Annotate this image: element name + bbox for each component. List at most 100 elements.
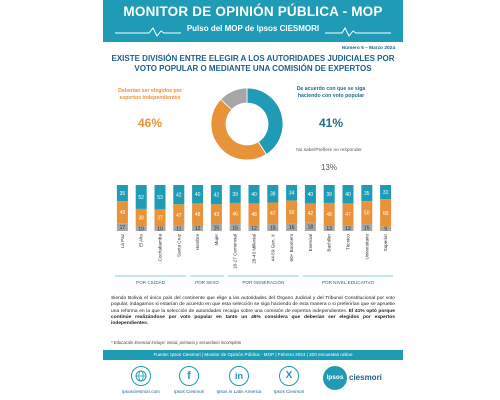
bar-segment-no-answer — [192, 225, 204, 231]
bar-value-label: 48 — [120, 210, 126, 216]
bar-value-label: 40 — [345, 192, 351, 198]
bar-value-label: 11 — [176, 226, 181, 232]
bar-value-label: 48 — [251, 212, 257, 218]
bar-value-label: 15 — [364, 225, 370, 231]
bar-value-label: 46 — [232, 211, 238, 217]
bar-value-label: 53 — [157, 195, 163, 201]
category-label: 18-27 Centennial — [233, 234, 238, 269]
footer: ipsosciesmori.com f Ipsos Ciesmori in Ip… — [103, 362, 403, 400]
bar-segment-popular-vote — [116, 185, 128, 202]
bar-value-label: 35 — [364, 191, 370, 197]
ciesmori-wordmark: ciesmori — [349, 373, 382, 382]
facebook-link[interactable]: Ipsos Ciesmori — [173, 389, 205, 394]
bar-value-label: 17 — [120, 225, 126, 231]
bar-value-label: 34 — [289, 191, 295, 197]
bar-segment-popular-vote — [229, 185, 241, 203]
linkedin-link[interactable]: Ipsos in Latin America — [216, 389, 262, 394]
bar-segment-experts — [361, 201, 373, 225]
donut-slice-experts — [210, 98, 267, 161]
bar-value-label: 35 — [120, 191, 126, 197]
bar-value-label: 42 — [176, 192, 182, 198]
bar-segment-popular-vote — [192, 185, 204, 204]
category-label: 60+ Boomers — [289, 233, 294, 261]
linkedin-icon[interactable]: in — [229, 366, 249, 386]
chart-headline: EXISTE DIVISIÓN ENTRE ELEGIR A LOS AUTOR… — [111, 54, 395, 73]
bar-segment-popular-vote — [135, 185, 147, 209]
bar-segment-popular-vote — [210, 185, 222, 205]
bar-segment-no-answer — [229, 224, 241, 231]
bar-segment-popular-vote — [323, 185, 335, 203]
header-banner: MONITOR DE OPINIÓN PÚBLICA - MOP Pulso d… — [103, 0, 403, 42]
bar-segment-popular-vote — [286, 185, 298, 201]
bar-segment-no-answer — [116, 223, 128, 231]
bar-segment-no-answer — [380, 226, 392, 231]
bar-value-label: 37 — [157, 216, 163, 222]
website-link[interactable]: ipsosciesmori.com — [122, 389, 160, 394]
globe-icon[interactable] — [131, 366, 151, 386]
bar-segment-no-answer — [286, 223, 298, 231]
bar-value-label: 15 — [232, 225, 238, 231]
bar-value-label: 39 — [232, 192, 238, 198]
bar-value-label: 48 — [195, 212, 201, 218]
bar-segment-experts — [135, 208, 147, 227]
bar-segment-popular-vote — [248, 185, 260, 204]
bar-value-label: 15 — [270, 225, 276, 231]
category-label: Técnico — [346, 234, 351, 251]
experts-percent: 46% — [137, 116, 163, 130]
category-label: Mujer — [214, 234, 219, 246]
bar-segment-no-answer — [173, 225, 185, 231]
bar-value-label: 15 — [214, 225, 220, 231]
group-label: POR CIUDAD — [136, 280, 166, 285]
category-label: Superior — [383, 234, 388, 252]
bar-value-label: 38 — [270, 192, 276, 198]
description-part-1: Siendo Bolivia el único país del contine… — [111, 296, 395, 314]
bar-segment-experts — [154, 209, 166, 227]
bar-value-label: 48 — [326, 212, 332, 218]
category-label: Bachiller — [327, 234, 332, 252]
bar-segment-no-answer — [248, 225, 260, 231]
report-title: MONITOR DE OPINIÓN PÚBLICA - MOP — [123, 4, 383, 19]
facebook-icon[interactable]: f — [179, 366, 199, 386]
pulse-left-icon — [115, 27, 181, 37]
donut-slice-no-answer — [220, 87, 248, 111]
x-icon[interactable]: X — [279, 366, 299, 386]
bar-segment-popular-vote — [361, 185, 373, 202]
category-label: Hombre — [195, 234, 200, 251]
bar-segment-experts — [210, 204, 222, 225]
bar-value-label: 60 — [383, 211, 389, 217]
description-text: Siendo Bolivia el único país del contine… — [111, 296, 395, 327]
bar-segment-popular-vote — [304, 185, 316, 204]
bar-segment-no-answer — [267, 224, 279, 231]
x-link[interactable]: Ipsos Ciesmori — [273, 389, 305, 394]
bar-value-label: 10 — [138, 227, 144, 233]
bar-value-label: 47 — [345, 212, 351, 218]
bar-segment-experts — [304, 203, 316, 223]
bar-value-label: 43 — [214, 212, 220, 218]
bar-segment-no-answer — [210, 224, 222, 231]
bar-segment-experts — [248, 203, 260, 226]
popular-vote-label: De acuerdo con que se siga haciendo con … — [296, 86, 366, 99]
bar-value-label: 42 — [214, 192, 220, 198]
bar-segment-experts — [380, 199, 392, 227]
bar-value-label: 50 — [364, 210, 370, 216]
source-bar: Fuente: Ipsos Ciesmori | Monitor de Opin… — [103, 350, 403, 360]
footnote: * Educación Esencial incluye: inicial, p… — [111, 340, 242, 345]
bar-segment-experts — [229, 202, 241, 225]
bar-value-label: 42 — [308, 211, 314, 217]
bar-value-label: 10 — [157, 227, 163, 233]
bar-segment-no-answer — [154, 226, 166, 231]
bar-segment-popular-vote — [342, 185, 354, 204]
bar-value-label: 31 — [383, 190, 389, 196]
bar-segment-no-answer — [135, 226, 147, 231]
category-label: La Paz — [120, 233, 125, 248]
bar-segment-popular-vote — [173, 185, 185, 205]
bar-value-label: 13 — [345, 226, 351, 232]
bar-segment-experts — [342, 203, 354, 226]
bar-segment-experts — [286, 200, 298, 224]
group-label: POR NIVEL EDUCATIVO — [322, 280, 374, 285]
category-label: 44-59 Gen. X — [270, 234, 275, 261]
group-label: POR SEXO — [195, 280, 219, 285]
bar-segment-experts — [267, 202, 279, 225]
category-label: Esencial — [308, 234, 313, 251]
